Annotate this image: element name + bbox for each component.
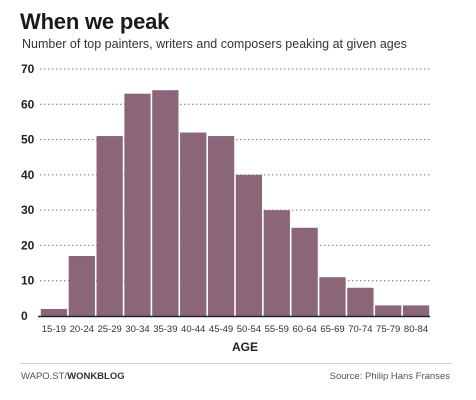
y-tick-label: 60 [21, 97, 35, 111]
x-tick-label: 75-79 [376, 324, 400, 335]
footer-credit-bold: WONKBLOG [67, 371, 125, 382]
bar-70-74 [347, 287, 374, 316]
bar-80-84 [402, 305, 430, 316]
y-tick-label: 40 [21, 168, 35, 182]
bar-45-49 [207, 136, 235, 316]
x-tick-label: 55-59 [265, 324, 289, 335]
y-tick-label: 0 [21, 309, 28, 323]
bar-40-44 [180, 132, 207, 316]
x-tick-label: 60-64 [292, 324, 316, 335]
footer-credit: WAPO.ST/WONKBLOG [21, 371, 125, 382]
y-tick-label: 30 [21, 203, 35, 217]
x-tick-label: 70-74 [348, 324, 372, 335]
bar-20-24 [68, 256, 95, 316]
x-tick-label: 30-34 [125, 324, 149, 335]
footer-source: Source: Philip Hans Franses [329, 371, 450, 382]
bar-25-29 [96, 136, 123, 316]
x-tick-label: 40-44 [181, 324, 205, 335]
chart-title: When we peak [20, 9, 170, 34]
x-tick-label: 45-49 [209, 324, 233, 335]
bar-30-34 [124, 93, 151, 316]
footer-divider [20, 363, 452, 364]
x-tick-label: 65-69 [320, 324, 344, 335]
y-tick-label: 20 [21, 238, 35, 252]
bar-35-39 [152, 90, 179, 317]
y-tick-label: 10 [21, 274, 35, 288]
x-tick-label: 15-19 [42, 324, 66, 335]
bar-65-69 [319, 277, 346, 316]
x-tick-label: 80-84 [404, 324, 428, 335]
footer-credit-prefix: WAPO.ST/ [21, 371, 68, 382]
bar-15-19 [40, 308, 68, 316]
bar-75-79 [375, 305, 402, 316]
bar-50-54 [235, 174, 263, 316]
x-axis-label: AGE [232, 340, 258, 354]
bar-60-64 [291, 227, 318, 316]
chart-subtitle: Number of top painters, writers and comp… [22, 37, 407, 51]
x-tick-label: 50-54 [237, 324, 261, 335]
y-tick-label: 50 [21, 133, 35, 147]
bar-55-59 [263, 210, 290, 316]
bar-chart: 0 10 20 30 40 50 60 70 15-19 20-24 25-29 30-34 35-39… [21, 62, 430, 354]
y-tick-label: 70 [21, 62, 35, 76]
x-tick-label: 35-39 [153, 324, 177, 335]
x-tick-label: 20-24 [70, 324, 94, 335]
x-tick-label: 25-29 [97, 324, 121, 335]
